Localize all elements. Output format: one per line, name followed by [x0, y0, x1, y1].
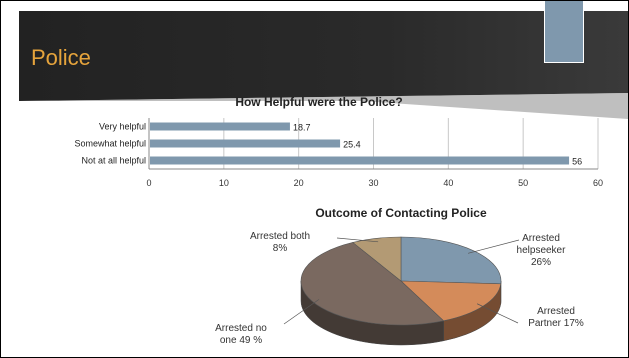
slide-title: Police: [31, 45, 91, 70]
bar-value-label: 56: [572, 157, 582, 167]
pie-slice: [400, 280, 502, 322]
pie-leader-line: [283, 299, 320, 325]
pie-slice: [300, 242, 445, 326]
bar-x-tick-label: 40: [443, 178, 453, 188]
accent-block: [544, 1, 584, 63]
bar-chart-title: How Helpful were the Police?: [235, 95, 402, 109]
bar-value-label: 25.4: [343, 140, 361, 150]
pie-slice: [352, 236, 402, 282]
pie-leader-line: [336, 237, 379, 243]
bar-x-tick-label: 60: [593, 178, 603, 188]
bar: [150, 122, 290, 131]
bar-x-tick-label: 20: [294, 178, 304, 188]
pie-chart-title: Outcome of Contacting Police: [315, 206, 487, 220]
pie-slice: [400, 236, 502, 285]
bar-category-label: Very helpful: [99, 122, 146, 132]
pie-leader-line: [467, 239, 520, 254]
bar-x-tick-label: 0: [146, 178, 151, 188]
bar-chart: How Helpful were the Police? 0 10 20 30 40 50 6…: [74, 95, 603, 188]
bar: [150, 156, 570, 165]
pie-slice-label: Arrested Partner 17%: [528, 306, 584, 329]
bar-category-label: Not at all helpful: [81, 156, 146, 166]
banner-band: [19, 11, 628, 101]
pie-slice-label: Arrested no one 49 %: [215, 323, 267, 346]
pie-leader-line: [476, 303, 519, 324]
pie-chart: Outcome of Contacting Police Arrested help…: [215, 206, 584, 346]
bar-category-label: Somewhat helpful: [74, 139, 146, 149]
banner-shadow: [19, 93, 628, 119]
pie-slice-label: Arrested helpseeker 26%: [517, 233, 567, 268]
bar-x-tick-label: 30: [368, 178, 378, 188]
bar: [150, 139, 341, 148]
title-banner: [19, 11, 628, 119]
bar-x-tick-label: 10: [219, 178, 229, 188]
bar-x-tick-label: 50: [518, 178, 528, 188]
pie-slice-label: Arrested both 8%: [250, 231, 310, 254]
bar-value-label: 18.7: [293, 123, 311, 133]
